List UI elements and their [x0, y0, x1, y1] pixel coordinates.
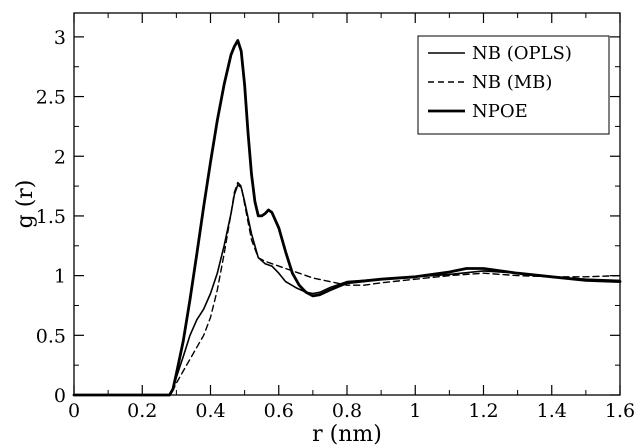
legend-label: NB (MB) [472, 72, 552, 93]
x-tick-label: 0.2 [127, 400, 157, 422]
x-tick-label: 1.2 [468, 400, 498, 422]
y-tick-label: 2 [54, 146, 66, 168]
x-tick-label: 0.6 [264, 400, 294, 422]
x-tick-label: 0 [68, 400, 80, 422]
legend-label: NB (OPLS) [472, 43, 572, 64]
x-tick-label: 1.6 [605, 400, 635, 422]
y-tick-label: 1.5 [36, 206, 66, 228]
series-line-nb-opls [73, 184, 621, 396]
legend: NB (OPLS) NB (MB) NPOE [417, 35, 610, 135]
axis-ticks: 0 0.2 0.4 0.6 0.8 1 1.2 1.4 1.6 0 0.5 1 1.5 2 2.5 3 [36, 13, 635, 422]
series-line-nb-mb [73, 181, 621, 396]
legend-label: NPOE [472, 101, 528, 122]
y-tick-label: 0 [54, 385, 66, 407]
x-tick-label: 0.8 [332, 400, 362, 422]
y-tick-label: 2.5 [36, 87, 66, 109]
x-tick-label: 0.4 [195, 400, 225, 422]
series-layer [72, 39, 622, 397]
y-tick-label: 1 [54, 266, 66, 288]
x-tick-label: 1.4 [537, 400, 567, 422]
y-tick-label: 3 [54, 27, 66, 49]
x-tick-label: 1 [409, 400, 421, 422]
series-line-npoe [72, 39, 622, 397]
y-axis-label: g (r) [13, 180, 38, 229]
x-axis-label: r (nm) [312, 422, 382, 445]
y-tick-label: 0.5 [36, 325, 66, 347]
